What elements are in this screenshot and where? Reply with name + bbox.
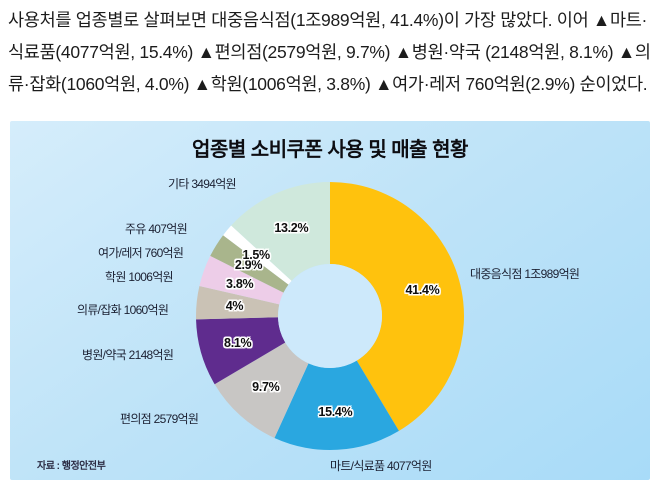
pie-slice-1: [274, 360, 399, 450]
slice-label-restaurant: 대중음식점 1조989억원: [470, 267, 580, 281]
donut-hole: [278, 264, 382, 368]
slice-label-mart: 마트/식료품 4077억원: [330, 459, 432, 473]
pie-slice-4: [195, 285, 280, 320]
slice-label-hospital: 병원/약국 2148억원: [82, 348, 174, 362]
pie-slice-7: [223, 225, 292, 285]
slice-label-fuel: 주유 407억원: [125, 222, 188, 236]
pie-slice-8: [231, 182, 330, 281]
pie-slice-2: [214, 342, 309, 438]
slice-label-convenience: 편의점 2579억원: [120, 412, 199, 426]
slice-label-academy: 학원 1006억원: [105, 270, 174, 284]
pie-slice-3: [196, 317, 286, 385]
chart-panel: 업종별 소비쿠폰 사용 및 매출 현황 대중음식점 1조989억원 마트/식료품…: [10, 121, 650, 480]
slice-label-etc: 기타 3494억원: [168, 177, 237, 191]
pie-slice-0: [330, 182, 464, 431]
donut-chart: [195, 182, 464, 450]
chart-source: 자료 : 행정안전부: [37, 461, 106, 472]
article-paragraph: 사용처를 업종별로 살펴보면 대중음식점(1조989억원, 41.4%)이 가장…: [8, 10, 651, 94]
chart-title: 업종별 소비쿠폰 사용 및 매출 현황: [192, 139, 468, 161]
slice-label-clothing: 의류/잡화 1060억원: [77, 303, 169, 317]
slice-label-leisure: 여가/레저 760억원: [98, 246, 184, 260]
pie-slice-6: [210, 235, 289, 293]
pie-slice-5: [199, 255, 284, 305]
